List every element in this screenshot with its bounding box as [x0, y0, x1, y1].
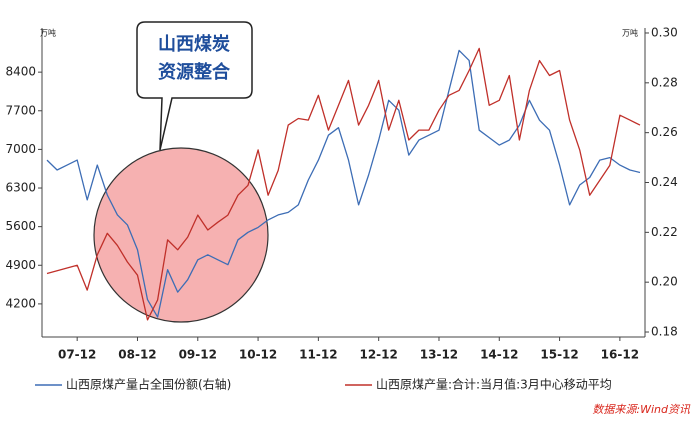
x-tick-label: 12-12: [359, 348, 397, 362]
y-unit: 万吨: [40, 28, 56, 38]
y2-tick-label: 0.28: [651, 75, 678, 89]
series-line: [46, 47, 641, 321]
y2-tick-label: 0.20: [651, 275, 678, 289]
y2-tick-label: 0.24: [651, 175, 678, 189]
series-line: [46, 49, 641, 318]
x-tick-label: 09-12: [179, 348, 217, 362]
y-tick-label: 7000: [5, 142, 36, 156]
x-tick-label: 16-12: [601, 348, 639, 362]
legend-label: 山西原煤产量:合计:当月值:3月中心移动平均: [376, 377, 612, 392]
y2-tick-label: 0.18: [651, 325, 678, 339]
y2-tick-label: 0.26: [651, 125, 678, 139]
x-tick-label: 13-12: [420, 348, 458, 362]
y2-tick-label: 0.30: [651, 25, 678, 39]
source-note: 数据来源:Wind资讯: [592, 403, 691, 416]
x-tick-label: 07-12: [58, 348, 96, 362]
plot-area: 4200 4900 5600 6300 7000 7700 8400 0.18 0.20 0.22…: [5, 25, 677, 361]
y-tick-label: 4200: [5, 296, 36, 310]
x-tick-label: 10-12: [239, 348, 277, 362]
y2-unit: 万吨: [622, 28, 638, 38]
y-tick-label: 4900: [5, 258, 36, 272]
x-tick-label: 11-12: [299, 348, 337, 362]
callout-box: [136, 21, 253, 151]
y-tick-label: 6300: [5, 181, 36, 195]
x-tick-label: 08-12: [118, 348, 156, 362]
y-tick-label: 5600: [5, 219, 36, 233]
y-tick-label: 7700: [5, 103, 36, 117]
x-tick-label: 14-12: [480, 348, 518, 362]
annotation-line: 资源整合: [158, 61, 231, 83]
y2-tick-label: 0.22: [651, 225, 678, 239]
y-tick-label: 8400: [5, 65, 36, 79]
x-tick-label: 15-12: [540, 348, 578, 362]
highlight-circle: [93, 147, 269, 323]
annotation-line: 山西煤炭: [158, 33, 230, 55]
legend-label: 山西原煤产量占全国份额(右轴): [66, 377, 231, 392]
